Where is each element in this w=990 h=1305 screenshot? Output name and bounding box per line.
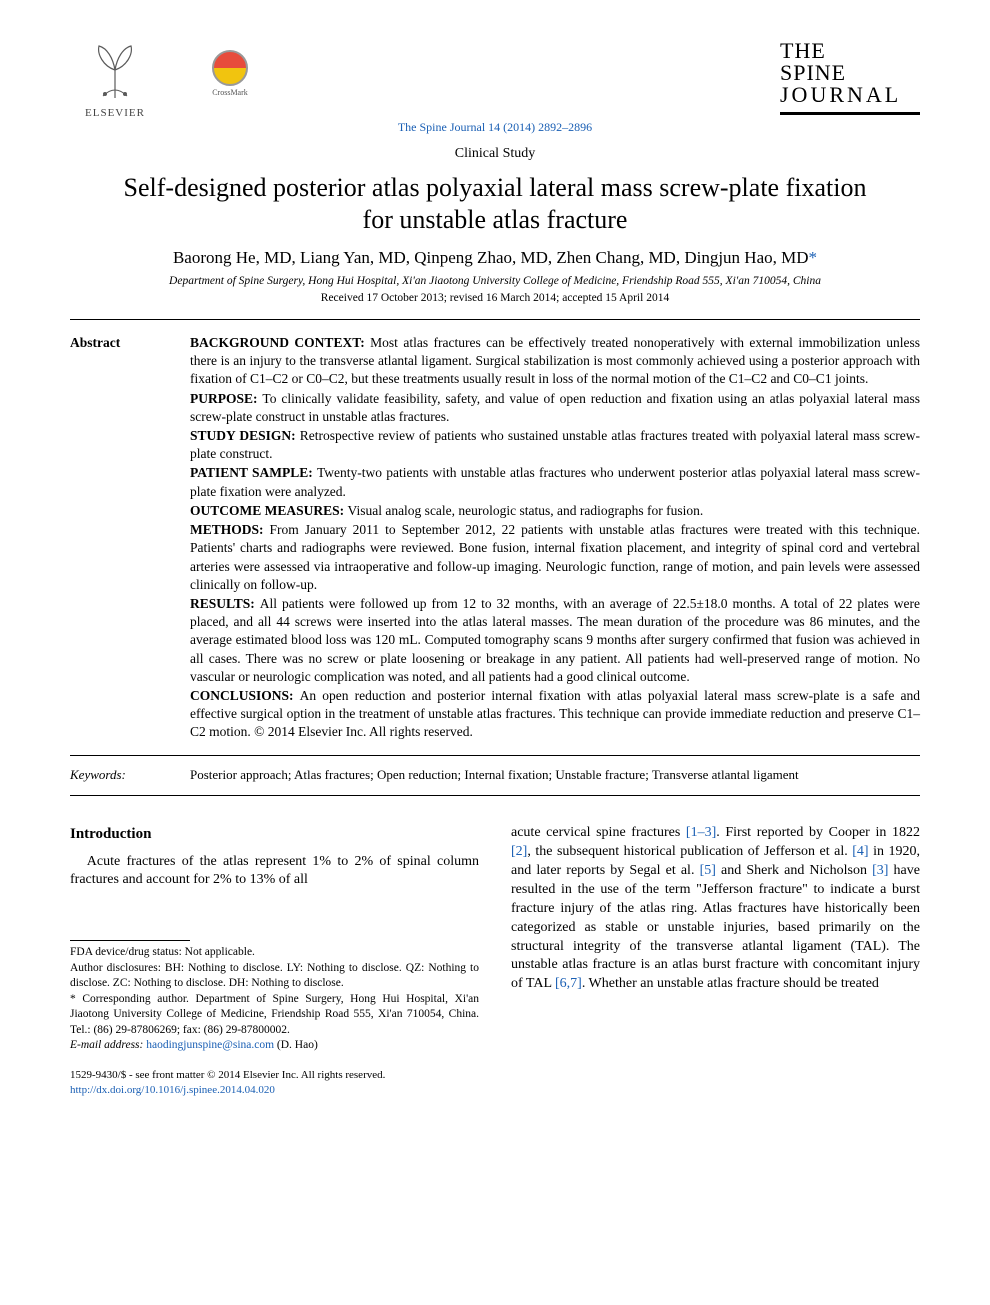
abstract-section-text: All patients were followed up from 12 to… <box>190 596 920 684</box>
author-list: Baorong He, MD, Liang Yan, MD, Qinpeng Z… <box>70 247 920 270</box>
abstract-section-heading: OUTCOME MEASURES: <box>190 503 348 518</box>
text-frag: . Whether an unstable atlas fracture sho… <box>582 976 879 991</box>
publisher-label: ELSEVIER <box>85 106 145 121</box>
email-link[interactable]: haodingjunspine@sina.com <box>146 1039 274 1051</box>
text-frag: acute cervical spine fractures <box>511 825 686 840</box>
doi-link[interactable]: http://dx.doi.org/10.1016/j.spinee.2014.… <box>70 1083 920 1098</box>
corresponding-author: * Corresponding author. Department of Sp… <box>70 992 479 1039</box>
abstract-section-text: To clinically validate feasibility, safe… <box>190 391 920 424</box>
abstract-label: Abstract <box>70 334 190 743</box>
article-type: Clinical Study <box>70 145 920 164</box>
email-line: E-mail address: haodingjunspine@sina.com… <box>70 1038 479 1054</box>
abstract-section: OUTCOME MEASURES: Visual analog scale, n… <box>190 502 920 520</box>
abstract-section-heading: METHODS: <box>190 522 269 537</box>
header-row: ELSEVIER CrossMark THE SPINE JOURNAL <box>70 40 920 121</box>
ref-link-3[interactable]: [3] <box>872 863 888 878</box>
abstract-section-heading: PURPOSE: <box>190 391 262 406</box>
intro-heading: Introduction <box>70 824 479 844</box>
disclosures-text: Author disclosures: BH: Nothing to discl… <box>70 962 479 990</box>
issn-copyright: 1529-9430/$ - see front matter © 2014 El… <box>70 1068 920 1083</box>
footnote-rule <box>70 940 190 941</box>
abstract-section-text: Retrospective review of patients who sus… <box>190 428 920 461</box>
affiliation: Department of Spine Surgery, Hong Hui Ho… <box>70 274 920 290</box>
journal-logo-line2: SPINE <box>780 62 920 84</box>
rule-bottom <box>70 795 920 796</box>
journal-logo-line1: THE <box>780 40 920 62</box>
abstract-section: PATIENT SAMPLE: Twenty-two patients with… <box>190 464 920 500</box>
abstract-block: Abstract BACKGROUND CONTEXT: Most atlas … <box>70 320 920 755</box>
keywords-block: Keywords: Posterior approach; Atlas frac… <box>70 756 920 796</box>
ref-link-1-3[interactable]: [1–3] <box>686 825 716 840</box>
intro-paragraph-2: acute cervical spine fractures [1–3]. Fi… <box>511 824 920 994</box>
column-left: Introduction Acute fractures of the atla… <box>70 824 479 1054</box>
abstract-section-text: An open reduction and posterior internal… <box>190 688 920 739</box>
abstract-section: BACKGROUND CONTEXT: Most atlas fractures… <box>190 334 920 389</box>
article-dates: Received 17 October 2013; revised 16 Mar… <box>70 291 920 307</box>
abstract-body: BACKGROUND CONTEXT: Most atlas fractures… <box>190 334 920 743</box>
journal-logo-line3: JOURNAL <box>780 84 920 106</box>
body-columns: Introduction Acute fractures of the atla… <box>70 824 920 1054</box>
text-frag: . First reported by Cooper in 1822 <box>716 825 920 840</box>
abstract-section: PURPOSE: To clinically validate feasibil… <box>190 390 920 426</box>
crossmark-icon <box>212 50 248 86</box>
abstract-section-text: From January 2011 to September 2012, 22 … <box>190 522 920 592</box>
abstract-section: STUDY DESIGN: Retrospective review of pa… <box>190 427 920 463</box>
crossmark-badge[interactable]: CrossMark <box>200 50 260 99</box>
citation-line[interactable]: The Spine Journal 14 (2014) 2892–2896 <box>70 119 920 135</box>
abstract-section-text: Visual analog scale, neurologic status, … <box>348 503 704 518</box>
author-disclosures: Author disclosures: BH: Nothing to discl… <box>70 961 479 992</box>
text-frag: and Sherk and Nicholson <box>716 863 872 878</box>
elsevier-tree-icon <box>83 40 147 104</box>
abstract-section-heading: RESULTS: <box>190 596 260 611</box>
keywords-label: Keywords: <box>70 766 190 784</box>
crossmark-label: CrossMark <box>212 88 248 99</box>
abstract-section-heading: CONCLUSIONS: <box>190 688 300 703</box>
page-footer: 1529-9430/$ - see front matter © 2014 El… <box>70 1068 920 1098</box>
journal-logo: THE SPINE JOURNAL <box>780 40 920 115</box>
corresponding-marker[interactable]: * <box>809 248 818 267</box>
ref-link-6-7[interactable]: [6,7] <box>555 976 582 991</box>
article-title: Self-designed posterior atlas polyaxial … <box>110 172 880 237</box>
publisher-logo: ELSEVIER <box>70 40 160 121</box>
abstract-section-heading: BACKGROUND CONTEXT: <box>190 335 370 350</box>
fda-status: FDA device/drug status: Not applicable. <box>70 945 479 961</box>
abstract-section-heading: STUDY DESIGN: <box>190 428 300 443</box>
footnotes: FDA device/drug status: Not applicable. … <box>70 940 479 1054</box>
email-suffix: (D. Hao) <box>274 1039 318 1051</box>
abstract-section: RESULTS: All patients were followed up f… <box>190 595 920 686</box>
abstract-section-heading: PATIENT SAMPLE: <box>190 465 317 480</box>
ref-link-4[interactable]: [4] <box>852 844 868 859</box>
column-right: acute cervical spine fractures [1–3]. Fi… <box>511 824 920 1054</box>
ref-link-2[interactable]: [2] <box>511 844 527 859</box>
ref-link-5[interactable]: [5] <box>700 863 716 878</box>
abstract-section: CONCLUSIONS: An open reduction and poste… <box>190 687 920 742</box>
intro-paragraph-1: Acute fractures of the atlas represent 1… <box>70 853 479 891</box>
keywords-text: Posterior approach; Atlas fractures; Ope… <box>190 766 920 784</box>
text-frag: , the subsequent historical publication … <box>527 844 852 859</box>
authors-text: Baorong He, MD, Liang Yan, MD, Qinpeng Z… <box>173 248 809 267</box>
abstract-section: METHODS: From January 2011 to September … <box>190 521 920 594</box>
text-frag: have resulted in the use of the term "Je… <box>511 863 920 991</box>
email-label: E-mail address: <box>70 1039 146 1051</box>
